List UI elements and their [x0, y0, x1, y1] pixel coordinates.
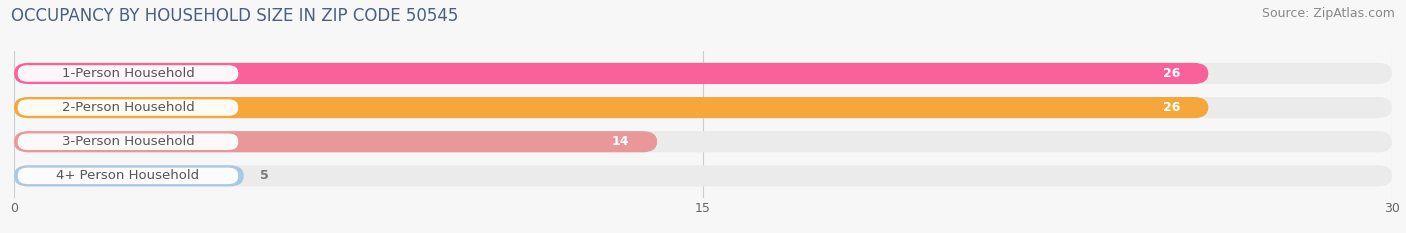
- FancyBboxPatch shape: [14, 131, 1392, 152]
- FancyBboxPatch shape: [1135, 67, 1208, 80]
- FancyBboxPatch shape: [14, 165, 1392, 186]
- Text: 1-Person Household: 1-Person Household: [62, 67, 194, 80]
- FancyBboxPatch shape: [1135, 101, 1208, 114]
- FancyBboxPatch shape: [583, 135, 657, 149]
- Text: 4+ Person Household: 4+ Person Household: [56, 169, 200, 182]
- FancyBboxPatch shape: [18, 168, 238, 184]
- Text: 5: 5: [260, 169, 269, 182]
- Text: 14: 14: [612, 135, 628, 148]
- Text: 2-Person Household: 2-Person Household: [62, 101, 194, 114]
- FancyBboxPatch shape: [18, 65, 238, 82]
- Text: 26: 26: [1163, 101, 1180, 114]
- FancyBboxPatch shape: [14, 63, 1392, 84]
- Text: 3-Person Household: 3-Person Household: [62, 135, 194, 148]
- FancyBboxPatch shape: [14, 131, 657, 152]
- Text: OCCUPANCY BY HOUSEHOLD SIZE IN ZIP CODE 50545: OCCUPANCY BY HOUSEHOLD SIZE IN ZIP CODE …: [11, 7, 458, 25]
- FancyBboxPatch shape: [14, 97, 1392, 118]
- FancyBboxPatch shape: [14, 165, 243, 186]
- FancyBboxPatch shape: [14, 97, 1208, 118]
- FancyBboxPatch shape: [14, 63, 1208, 84]
- Text: 26: 26: [1163, 67, 1180, 80]
- Text: Source: ZipAtlas.com: Source: ZipAtlas.com: [1261, 7, 1395, 20]
- FancyBboxPatch shape: [18, 134, 238, 150]
- FancyBboxPatch shape: [18, 99, 238, 116]
